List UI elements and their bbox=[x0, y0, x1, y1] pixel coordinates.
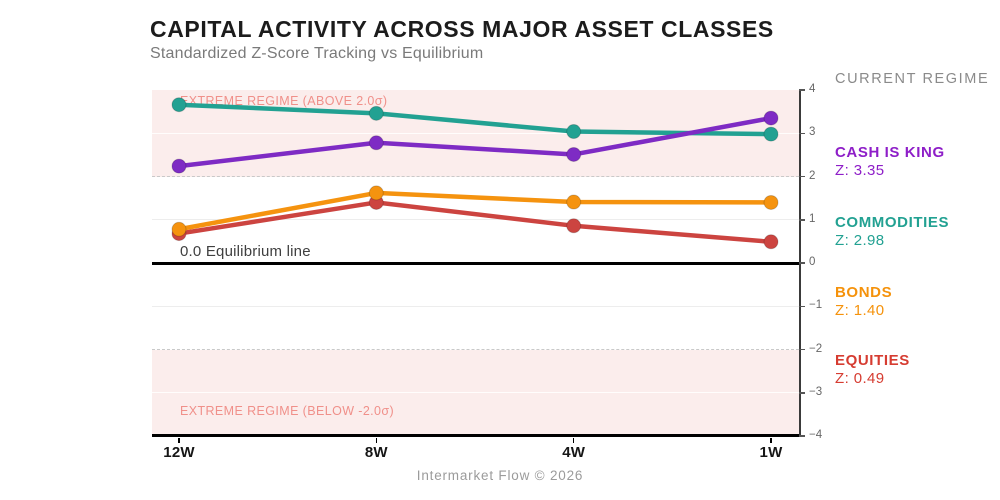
y-tick-label: −3 bbox=[809, 385, 823, 398]
data-point bbox=[763, 234, 779, 250]
x-tick-mark bbox=[178, 438, 180, 443]
y-tick-mark bbox=[799, 175, 805, 178]
legend-entry-name: BONDS bbox=[835, 284, 893, 301]
data-point bbox=[566, 218, 582, 234]
legend-entry-zscore: Z: 2.98 bbox=[835, 232, 885, 249]
equilibrium-label: 0.0 Equilibrium line bbox=[180, 243, 311, 260]
y-tick-mark bbox=[799, 348, 805, 351]
series-lines bbox=[171, 97, 779, 250]
y-tick-label: 3 bbox=[809, 126, 816, 139]
data-point bbox=[566, 146, 582, 162]
data-point bbox=[566, 194, 582, 210]
lower-band-label: EXTREME REGIME (BELOW -2.0σ) bbox=[180, 404, 395, 418]
y-tick-label: 1 bbox=[809, 212, 816, 225]
data-point bbox=[566, 124, 582, 140]
legend-entry-name: CASH IS KING bbox=[835, 144, 945, 161]
series-line-cash-is-king bbox=[176, 115, 774, 169]
y-tick-mark bbox=[799, 89, 805, 91]
series-line-bonds bbox=[176, 190, 774, 232]
plot-area: EXTREME REGIME (ABOVE 2.0σ) EXTREME REGI… bbox=[152, 90, 799, 437]
legend-heading: CURRENT REGIME bbox=[835, 71, 990, 87]
legend-entry-zscore: Z: 3.35 bbox=[835, 162, 885, 179]
footer-credit: Intermarket Flow © 2026 bbox=[416, 468, 584, 483]
chart-title: CAPITAL ACTIVITY ACROSS MAJOR ASSET CLAS… bbox=[150, 16, 774, 42]
x-tick-label-12w: 12W bbox=[163, 444, 195, 461]
chart-subtitle: Standardized Z-Score Tracking vs Equilib… bbox=[150, 45, 484, 62]
legend-entry-cash-is-king: CASH IS KING Z: 3.35 bbox=[835, 144, 945, 180]
legend-entry-commodities: COMMODITIES Z: 2.98 bbox=[835, 214, 949, 250]
data-point bbox=[368, 185, 384, 201]
gridline bbox=[152, 349, 799, 350]
gridline bbox=[152, 132, 799, 134]
x-tick-label-4w: 4W bbox=[562, 444, 586, 461]
y-tick-mark bbox=[799, 219, 805, 221]
series-line-commodities bbox=[176, 102, 774, 137]
data-point bbox=[171, 221, 187, 237]
x-tick-label-1w: 1W bbox=[759, 444, 783, 461]
gridline bbox=[152, 176, 799, 177]
y-tick-label: −4 bbox=[809, 429, 823, 441]
gridline bbox=[152, 219, 799, 221]
y-tick-label: −2 bbox=[809, 342, 823, 355]
data-point bbox=[171, 158, 187, 174]
legend-entry-zscore: Z: 0.49 bbox=[835, 370, 885, 387]
gridline bbox=[152, 392, 799, 394]
data-point bbox=[368, 135, 384, 151]
upper-band-label: EXTREME REGIME (ABOVE 2.0σ) bbox=[180, 94, 388, 108]
data-point bbox=[763, 194, 779, 210]
x-tick-mark bbox=[375, 438, 378, 443]
y-tick-label: 2 bbox=[809, 169, 816, 182]
series-line-equities bbox=[176, 200, 774, 245]
x-tick-mark bbox=[770, 438, 772, 443]
legend-entry-name: COMMODITIES bbox=[835, 214, 950, 231]
gridline bbox=[152, 305, 799, 307]
equilibrium-line bbox=[152, 261, 799, 265]
y-tick-label: 4 bbox=[809, 83, 816, 95]
legend-entry-equities: EQUITIES Z: 0.49 bbox=[835, 352, 910, 388]
data-point bbox=[368, 105, 384, 121]
data-point bbox=[763, 110, 779, 126]
data-point bbox=[763, 126, 779, 142]
legend-entry-name: EQUITIES bbox=[835, 352, 910, 369]
y-tick-mark bbox=[799, 305, 805, 307]
y-tick-label: −1 bbox=[809, 299, 823, 312]
y-tick-label: 0 bbox=[809, 256, 816, 268]
x-tick-label-8w: 8W bbox=[364, 444, 388, 461]
y-tick-mark bbox=[799, 262, 805, 264]
x-tick-mark bbox=[572, 438, 575, 443]
data-point bbox=[171, 97, 187, 113]
x-axis-line bbox=[152, 434, 799, 437]
legend-entry-zscore: Z: 1.40 bbox=[835, 302, 885, 319]
legend-entry-bonds: BONDS Z: 1.40 bbox=[835, 284, 892, 320]
y-tick-mark bbox=[799, 392, 805, 394]
y-tick-mark bbox=[799, 435, 805, 437]
y-tick-mark bbox=[799, 132, 805, 134]
